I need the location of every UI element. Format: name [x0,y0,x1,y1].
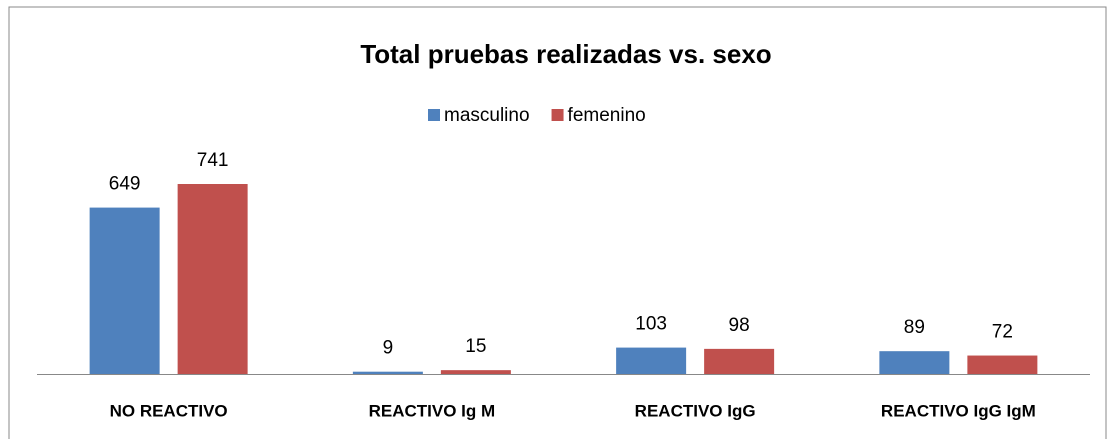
legend-label: femenino [568,105,646,126]
x-tick-label: REACTIVO Ig M [369,401,496,420]
bar [177,184,248,374]
data-label: 9 [383,338,394,359]
legend-swatch [428,109,440,121]
data-label: 89 [904,317,925,338]
data-label: 103 [635,314,667,335]
data-label: 15 [465,336,486,357]
chart-title: Total pruebas realizadas vs. sexo [360,39,771,69]
bar [352,371,423,374]
x-tick-label: REACTIVO IgG IgM [881,401,1036,420]
legend-label: masculino [444,105,530,126]
legend-swatch [551,109,564,121]
data-label: 72 [992,322,1013,343]
bar [967,355,1038,374]
data-label: 741 [197,150,229,171]
x-tick-label: REACTIVO IgG [635,401,756,420]
bar [704,348,775,374]
data-label: 98 [729,315,750,336]
bar [616,347,687,374]
bar [440,370,511,374]
x-tick-label: NO REACTIVO [110,401,228,420]
data-label: 649 [109,174,141,195]
bar [879,351,950,374]
bar [89,207,160,374]
